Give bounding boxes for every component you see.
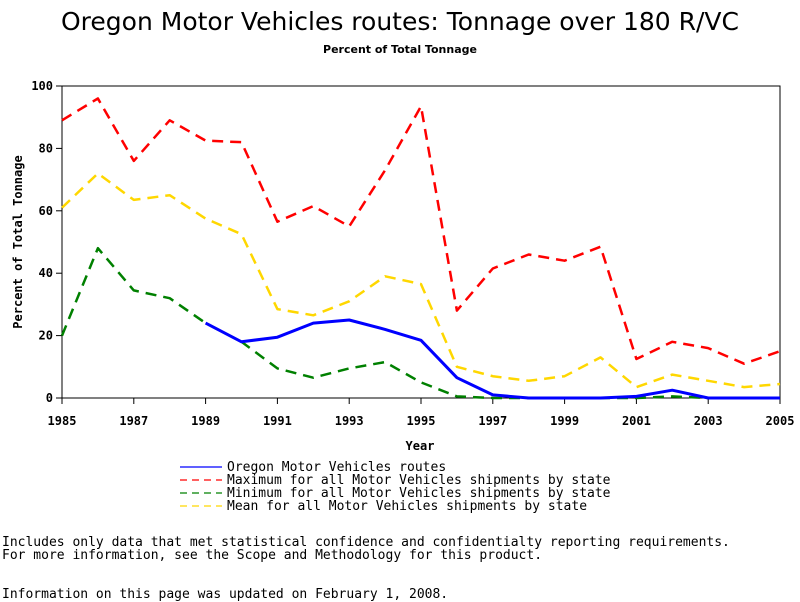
x-tick-label: 1999: [550, 414, 579, 428]
x-tick-label: 2001: [622, 414, 651, 428]
y-axis-label: Percent of Total Tonnage: [11, 155, 25, 328]
series-line-0: [204, 318, 780, 400]
x-tick-label: 1993: [335, 414, 364, 428]
legend-label: Mean for all Motor Vehicles shipments by…: [227, 499, 587, 514]
plot-area: [61, 85, 781, 399]
x-tick-label: 1997: [478, 414, 507, 428]
x-tick-label: 2003: [694, 414, 723, 428]
chart-title: Oregon Motor Vehicles routes: Tonnage ov…: [61, 7, 739, 36]
y-tick-label: 80: [39, 141, 53, 155]
legend-label: Minimum for all Motor Vehicles shipments…: [227, 486, 611, 501]
y-tick-label: 0: [46, 391, 53, 405]
x-tick-label: 1991: [263, 414, 292, 428]
series-line-2: [60, 246, 780, 400]
y-tick-label: 20: [39, 329, 53, 343]
x-tick-label: 1989: [191, 414, 220, 428]
x-tick-label: 1995: [407, 414, 436, 428]
legend-label: Oregon Motor Vehicles routes: [227, 460, 446, 475]
y-tick-label: 60: [39, 204, 53, 218]
x-tick-label: 1985: [48, 414, 77, 428]
footnote-methodology: For more information, see the Scope and …: [2, 548, 543, 563]
x-axis: 1985 1987 1989 1991 1993 1995 1997 1999 2001 2003…: [48, 398, 795, 428]
y-tick-label: 40: [39, 266, 53, 280]
x-axis-label: Year: [406, 439, 435, 453]
x-tick-label: 1987: [119, 414, 148, 428]
legend-label: Maximum for all Motor Vehicles shipments…: [227, 473, 611, 488]
footnote-updated: Information on this page was updated on …: [2, 587, 449, 602]
chart-subtitle: Percent of Total Tonnage: [323, 43, 477, 56]
series-line-3: [61, 172, 781, 389]
y-axis: 0 20 40 60 80 100: [31, 79, 62, 405]
series-lines: [60, 97, 781, 400]
footnote-confidence: Includes only data that met statistical …: [2, 535, 730, 550]
x-tick-label: 2005: [766, 414, 795, 428]
series-line-1: [61, 97, 781, 365]
y-tick-label: 100: [31, 79, 53, 93]
